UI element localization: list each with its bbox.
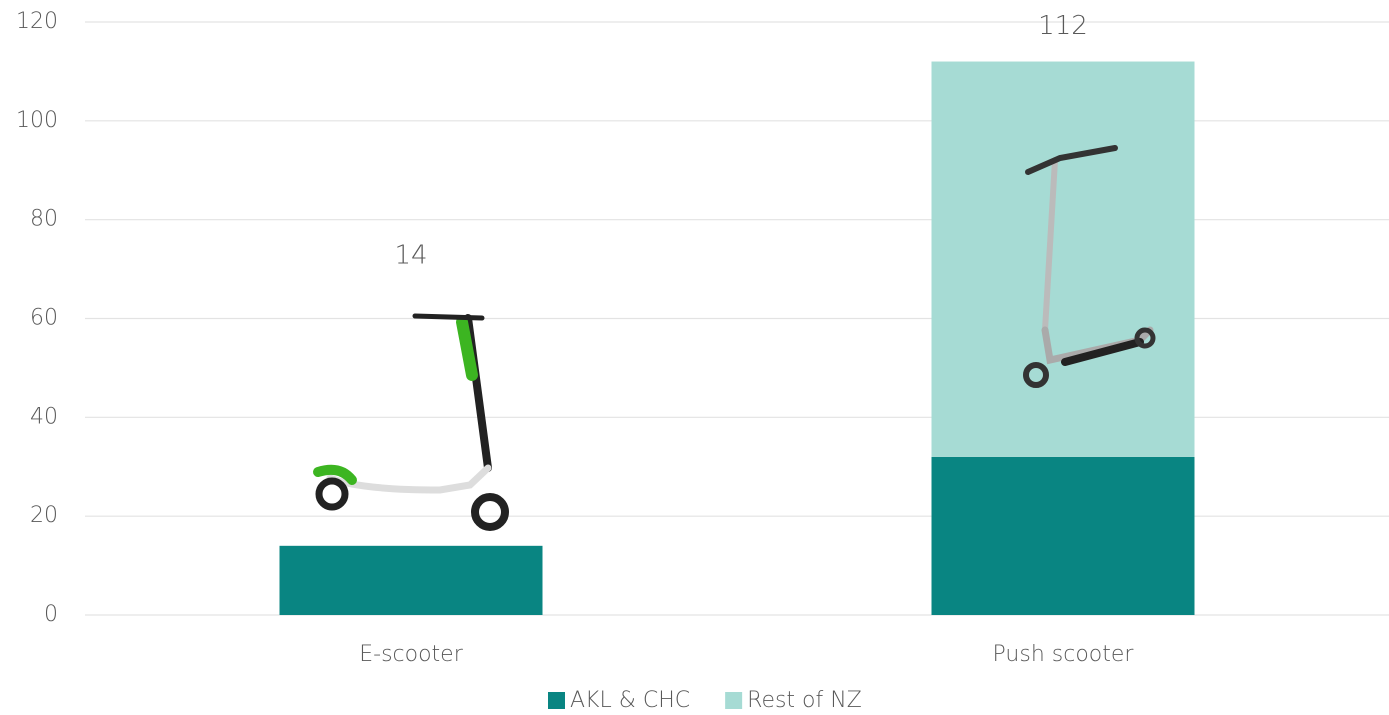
total-label: 112 <box>1038 11 1088 41</box>
push-scooter-illustration <box>1023 145 1156 388</box>
y-tick-label: 0 <box>44 602 58 627</box>
legend-label: Rest of NZ <box>747 688 862 713</box>
x-tick-label: E-scooter <box>359 642 463 667</box>
total-label: 14 <box>394 240 427 270</box>
y-tick-label: 100 <box>16 108 58 133</box>
y-tick-label: 80 <box>30 207 58 232</box>
label-layer: 0 20 40 60 80 100 120 E-scooter 14 Push scooter 11… <box>16 9 1134 713</box>
legend-label: AKL & CHC <box>570 688 690 713</box>
y-tick-label: 120 <box>16 9 58 34</box>
bar-layer <box>279 61 1195 615</box>
y-tick-label: 40 <box>30 404 58 429</box>
bar-segment <box>931 61 1195 457</box>
bar-segment <box>931 456 1195 615</box>
legend-swatch <box>725 692 743 709</box>
y-tick-label: 60 <box>30 306 58 331</box>
bar-segment <box>279 545 543 615</box>
legend-swatch <box>548 692 565 709</box>
y-tick-label: 20 <box>30 503 58 528</box>
grid-layer <box>85 21 1389 616</box>
e-scooter-illustration <box>313 313 509 531</box>
x-tick-label: Push scooter <box>993 642 1135 667</box>
